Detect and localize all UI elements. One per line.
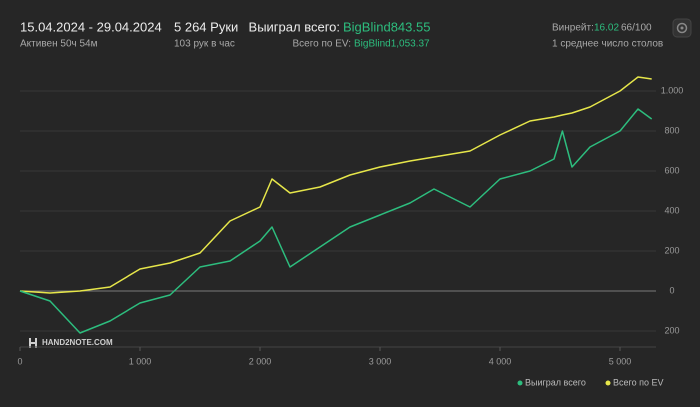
x-tick-label: 5 000 [609, 356, 632, 366]
series-line [19, 108, 653, 334]
x-tick-label: 0 [17, 356, 22, 366]
x-tick-label: 1 000 [129, 356, 152, 366]
y-tick-label: 800 [664, 125, 679, 135]
legend-label: Выиграл всего [525, 377, 586, 387]
x-tick-label: 4 000 [489, 356, 512, 366]
logo: HAND2NOTE.COM [29, 338, 113, 348]
winrate-label: Винрейт: [552, 23, 594, 34]
y-tick-label: 600 [664, 165, 679, 175]
active-time: Активен 50ч 54м [20, 39, 98, 50]
legend-marker [605, 380, 611, 386]
y-tick-label: 200 [664, 245, 679, 255]
period: 15.04.2024 - 29.04.2024 [20, 19, 162, 34]
winrate-value: 16.02 [594, 23, 619, 34]
settings-button[interactable] [672, 18, 692, 38]
won-value: BigBlind843.55 [343, 19, 430, 34]
hands: 5 264 Руки [174, 19, 238, 34]
series-line [19, 76, 652, 294]
logo-text: HAND2NOTE.COM [42, 338, 113, 347]
winrate-unit: 66/100 [621, 23, 652, 34]
legend-marker [517, 380, 523, 386]
hands-rate: 103 рук в час [174, 39, 235, 50]
x-tick-label: 3 000 [369, 356, 392, 366]
won-label: Выиграл всего: [249, 19, 340, 34]
ev-value: BigBlind1,053.37 [354, 39, 430, 50]
y-tick-label: 1.000 [661, 85, 684, 95]
ev-label: Всего по EV: [292, 39, 351, 50]
tables: 1 среднее число столов [552, 39, 663, 50]
y-tick-label: 200 [664, 325, 679, 335]
legend-label: Всего по EV [613, 377, 663, 387]
y-tick-label: 0 [669, 285, 674, 295]
x-tick-label: 2 000 [249, 356, 272, 366]
y-tick-label: 400 [664, 205, 679, 215]
